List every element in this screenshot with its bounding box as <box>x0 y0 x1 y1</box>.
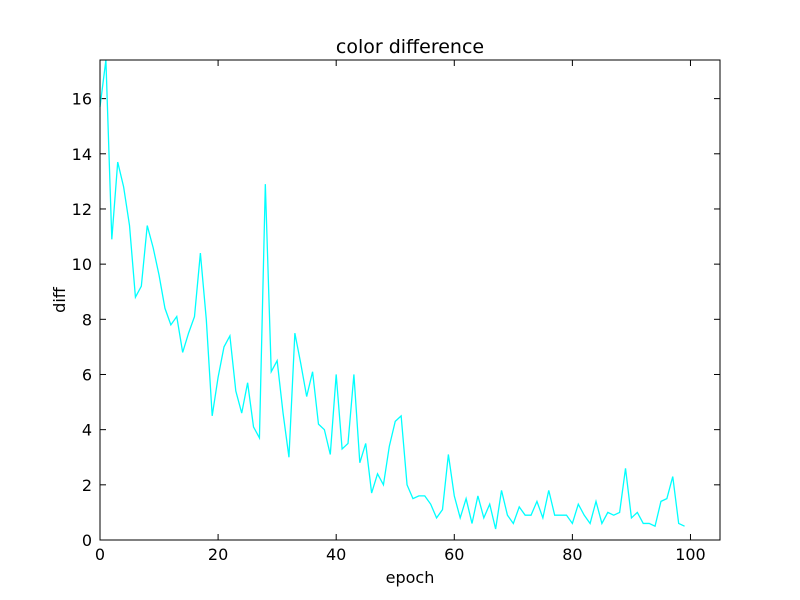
plot-frame <box>99 59 721 541</box>
x-tick-label: 20 <box>208 545 228 564</box>
y-tick-label: 10 <box>72 255 92 274</box>
series-line <box>99 59 685 530</box>
x-tick-label: 80 <box>562 545 582 564</box>
y-tick-label: 8 <box>82 310 92 329</box>
x-tick-label: 0 <box>95 545 105 564</box>
plot-area <box>100 60 720 540</box>
y-tick-label: 16 <box>72 90 92 109</box>
y-tick-label: 12 <box>72 200 92 219</box>
y-tick-label: 0 <box>82 531 92 550</box>
x-tick-label: 100 <box>675 545 706 564</box>
y-tick-label: 6 <box>82 365 92 384</box>
x-axis-label: epoch <box>386 568 435 587</box>
chart-title: color difference <box>336 36 484 58</box>
y-tick-label: 4 <box>82 421 92 440</box>
x-tick-label: 60 <box>444 545 464 564</box>
y-tick-label: 14 <box>72 145 92 164</box>
x-tick-label: 40 <box>326 545 346 564</box>
ticks-layer: 0 20 40 60 80 100 0 2 4 6 8 10 12 14 16 <box>72 60 720 564</box>
y-tick-label: 2 <box>82 476 92 495</box>
y-axis-label: diff <box>50 286 69 313</box>
